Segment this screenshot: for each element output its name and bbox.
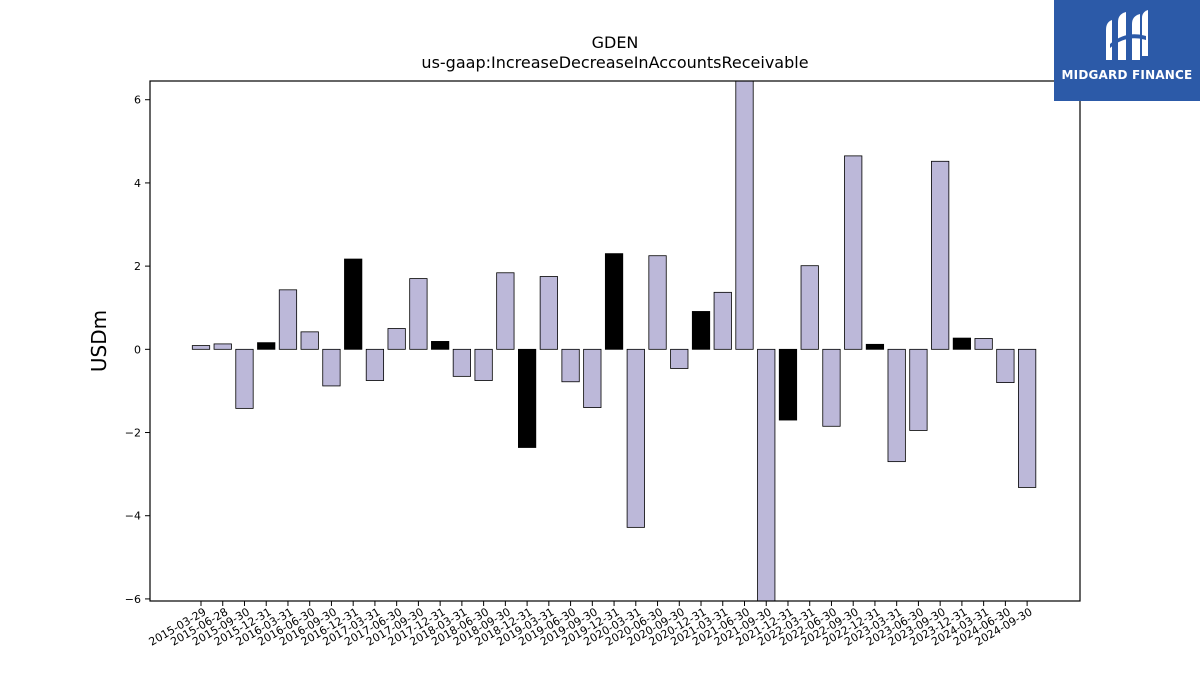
bar-2020-06-30 xyxy=(648,255,667,350)
bar-2022-12-31 xyxy=(865,343,885,350)
bar-2015-03-29 xyxy=(191,345,211,350)
bar-2023-03-31 xyxy=(887,348,906,463)
x-axis: 2015-03-292015-06-282015-09-302015-12-31… xyxy=(147,601,1035,649)
bar-2023-06-30 xyxy=(909,348,928,431)
bar-2022-06-30 xyxy=(822,348,841,427)
y-tick-label: −4 xyxy=(125,510,141,523)
plot-frame xyxy=(149,80,1081,602)
bar-2018-12-31 xyxy=(518,348,537,448)
bar-2016-12-31 xyxy=(344,258,363,350)
y-tick-label: 6 xyxy=(134,94,141,107)
bar-2021-12-31 xyxy=(778,348,798,421)
y-tick-label: −2 xyxy=(125,427,141,440)
midgard-logo-icon xyxy=(1106,10,1148,60)
logo-text: MIDGARD FINANCE xyxy=(1061,68,1193,82)
bar-2019-09-30 xyxy=(583,348,602,408)
bar-2015-09-30 xyxy=(235,348,254,409)
chart-title: GDEN xyxy=(592,33,639,52)
bar-2019-06-30 xyxy=(561,348,580,383)
y-tick-label: 0 xyxy=(134,343,141,356)
bar-2016-03-31 xyxy=(278,289,298,350)
bar-2016-06-30 xyxy=(300,331,319,350)
bar-2015-12-31 xyxy=(257,342,276,350)
y-axis: −6 −4 −2 0 2 4 6 xyxy=(125,94,150,606)
bar-2020-03-31 xyxy=(626,348,645,528)
y-tick-label: 2 xyxy=(134,260,141,273)
bar-2019-12-31 xyxy=(604,253,624,350)
midgard-finance-logo: MIDGARD FINANCE xyxy=(1054,0,1200,101)
bar-2017-06-30 xyxy=(387,328,406,350)
bar-2015-06-28 xyxy=(213,343,232,350)
bar-2022-03-31 xyxy=(800,265,819,350)
bar-2017-09-30 xyxy=(409,278,428,350)
chart-subtitle: us-gaap:IncreaseDecreaseInAccountsReceiv… xyxy=(421,53,808,72)
y-axis-label: USDm xyxy=(87,310,111,372)
bar-2018-06-30 xyxy=(474,348,493,381)
bar-2021-03-31 xyxy=(713,291,732,350)
y-tick-label: −6 xyxy=(125,593,141,606)
bar-2024-09-30 xyxy=(1018,348,1037,488)
bar-2023-12-31 xyxy=(952,337,972,350)
bar-2024-06-30 xyxy=(996,348,1015,384)
bar-2021-06-30 xyxy=(735,80,754,350)
bar-2018-09-30 xyxy=(496,272,515,350)
bar-2019-03-31 xyxy=(539,276,558,350)
bar-2020-09-30 xyxy=(670,348,689,369)
bar-2016-09-30 xyxy=(322,348,341,387)
bar-2020-12-31 xyxy=(691,311,711,350)
bar-2017-03-31 xyxy=(365,348,385,381)
bars-group xyxy=(191,80,1037,602)
bar-2017-12-31 xyxy=(431,341,450,350)
bar-2024-03-31 xyxy=(974,338,993,350)
bar-2022-09-30 xyxy=(844,155,863,350)
bar-2023-09-30 xyxy=(931,160,950,350)
bar-2021-09-30 xyxy=(757,348,776,602)
bar-2018-03-31 xyxy=(452,348,471,377)
y-tick-label: 4 xyxy=(134,177,141,190)
